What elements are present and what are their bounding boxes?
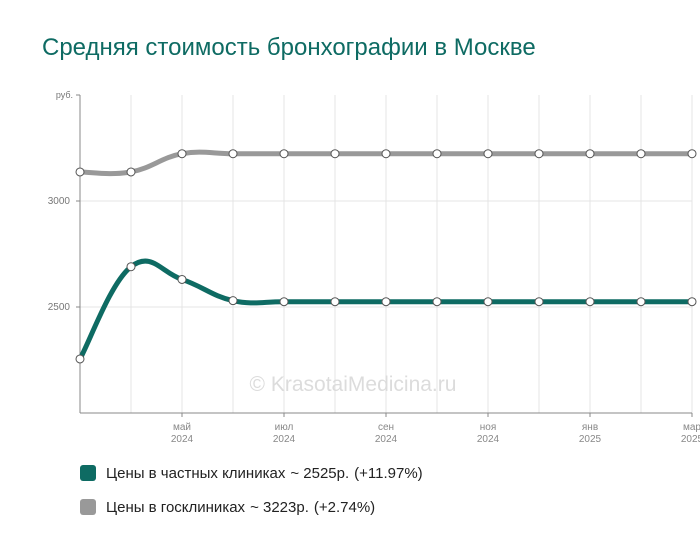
x-tick-label-year: 2025	[579, 434, 602, 445]
legend-item-public[interactable]: Цены в госклиниках ~ 3223р. (+2.74%)	[80, 490, 423, 524]
x-tick-label-year: 2025	[681, 434, 700, 445]
legend-swatch-private	[80, 465, 96, 481]
data-point-private	[279, 297, 289, 307]
x-tick-label-year: 2024	[171, 434, 194, 445]
data-point-public	[483, 149, 493, 159]
legend-change: (+11.97%)	[354, 464, 423, 482]
data-point-public	[534, 149, 544, 159]
x-tick-label-month: мар	[683, 422, 700, 433]
legend-text-public: Цены в госклиниках ~ 3223р. (+2.74%)	[106, 499, 375, 516]
legend-summary: ~ 2525р.	[290, 464, 350, 482]
legend-label: Цены в госклиниках	[106, 498, 246, 516]
data-point-private	[381, 297, 391, 307]
data-point-public	[330, 149, 340, 159]
x-tick-label-year: 2024	[273, 434, 296, 445]
legend-item-private[interactable]: Цены в частных клиниках ~ 2525р. (+11.97%)	[80, 456, 423, 490]
grid	[80, 95, 693, 413]
watermark: © KrasotaiMedicina.ru	[250, 373, 457, 396]
x-tick-label-month: ноя	[480, 422, 497, 433]
data-point-private	[75, 354, 85, 364]
data-point-private	[432, 297, 442, 307]
data-point-public	[75, 167, 85, 177]
data-point-public	[687, 149, 697, 159]
y-tick-label: 2500	[48, 302, 71, 313]
legend: Цены в частных клиниках ~ 2525р. (+11.97%)…	[80, 456, 423, 524]
data-point-public	[432, 149, 442, 159]
x-tick-label-month: янв	[582, 422, 598, 433]
chart-title: Средняя стоимость бронхографии в Москве	[42, 34, 536, 61]
data-point-private	[585, 297, 595, 307]
data-point-public	[585, 149, 595, 159]
axes: 25003000руб.май2024июл2024сен2024ноя2024…	[48, 90, 700, 445]
data-point-private	[330, 297, 340, 307]
data-points	[75, 149, 697, 364]
line-chart: 25003000руб.май2024июл2024сен2024ноя2024…	[48, 90, 700, 445]
data-point-public	[126, 167, 136, 177]
x-tick-label-year: 2024	[375, 434, 398, 445]
data-point-private	[483, 297, 493, 307]
data-point-private	[126, 262, 136, 272]
data-point-public	[228, 149, 238, 159]
legend-text-private: Цены в частных клиниках ~ 2525р. (+11.97%)	[106, 465, 423, 482]
legend-swatch-public	[80, 499, 96, 515]
data-point-public	[279, 149, 289, 159]
legend-summary: ~ 3223р.	[250, 498, 309, 516]
data-point-private	[534, 297, 544, 307]
x-tick-label-month: сен	[378, 422, 394, 433]
data-point-public	[636, 149, 646, 159]
x-tick-label-year: 2024	[477, 434, 500, 445]
x-tick-label-month: июл	[275, 422, 294, 433]
legend-label: Цены в частных клиниках	[106, 464, 286, 482]
x-tick-label-month: май	[173, 422, 191, 433]
data-point-private	[177, 274, 187, 284]
data-point-private	[636, 297, 646, 307]
y-unit-label: руб.	[56, 90, 73, 100]
data-point-public	[177, 149, 187, 159]
data-point-private	[228, 296, 238, 306]
data-point-public	[381, 149, 391, 159]
y-tick-label: 3000	[48, 196, 71, 207]
data-point-private	[687, 297, 697, 307]
legend-change: (+2.74%)	[313, 498, 376, 516]
